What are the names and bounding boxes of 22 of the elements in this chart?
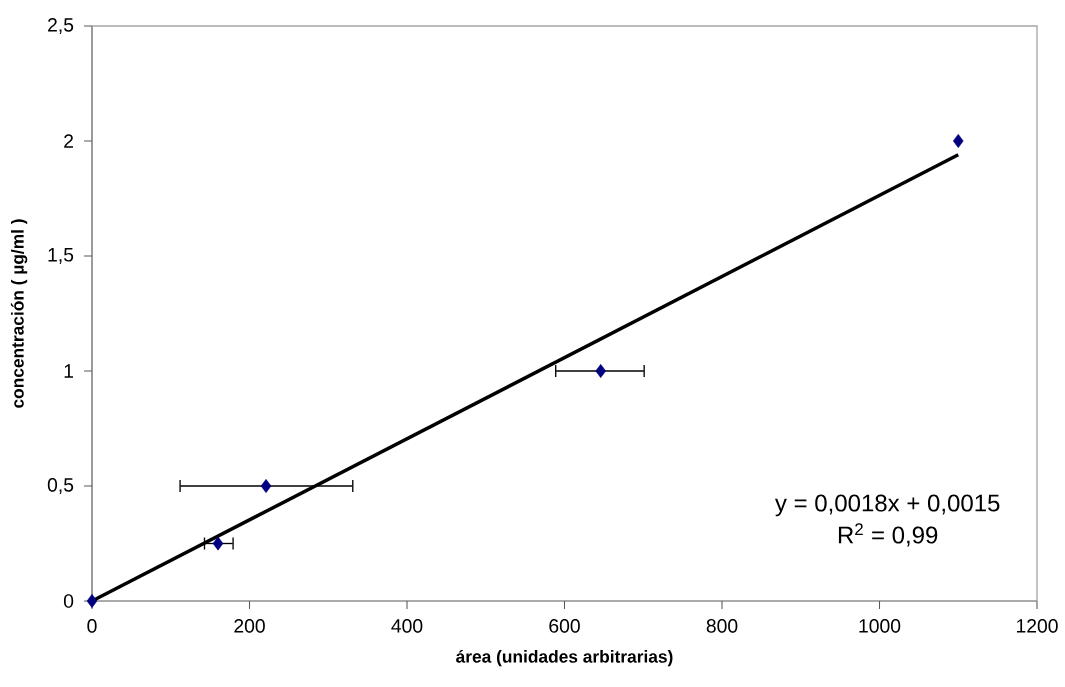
x-axis-title: área (unidades arbitrarias) [456,649,673,667]
point [212,536,224,551]
point [86,594,98,608]
x-tick-label: 0 [87,619,97,633]
x-tick-label: 1200 [1016,619,1058,633]
y-tick-label: 0,5 [47,478,74,494]
point [952,134,964,148]
point [595,364,606,378]
y-tick-label: 2,5 [48,18,74,34]
y-tick-label: 1 [64,364,74,378]
y-tick-label: 1,5 [48,248,74,264]
annotation: R$^{2}$ = 0,99 [838,523,938,547]
y-tick-label: 0 [63,594,74,608]
annotation: y = 0,0018x + 0,0015 [774,494,1000,517]
x-tick-label: 1000 [859,619,901,633]
x-tick-label: 600 [549,619,580,633]
y-axis-title: concentración ( µg/ml ) [10,219,28,408]
y-tick-label: 2 [64,134,73,148]
x-tick-label: 800 [706,619,738,633]
x-tick-label: 400 [391,619,423,633]
point [260,479,272,493]
x-tick-label: 200 [234,619,265,633]
